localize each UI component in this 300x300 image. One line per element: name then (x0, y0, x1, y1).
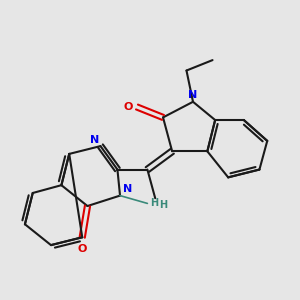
Text: H: H (159, 200, 167, 209)
Text: O: O (124, 102, 133, 112)
Text: O: O (78, 244, 87, 254)
Text: H: H (150, 198, 158, 208)
Text: N: N (90, 135, 99, 145)
Text: N: N (188, 91, 198, 100)
Text: N: N (123, 184, 132, 194)
